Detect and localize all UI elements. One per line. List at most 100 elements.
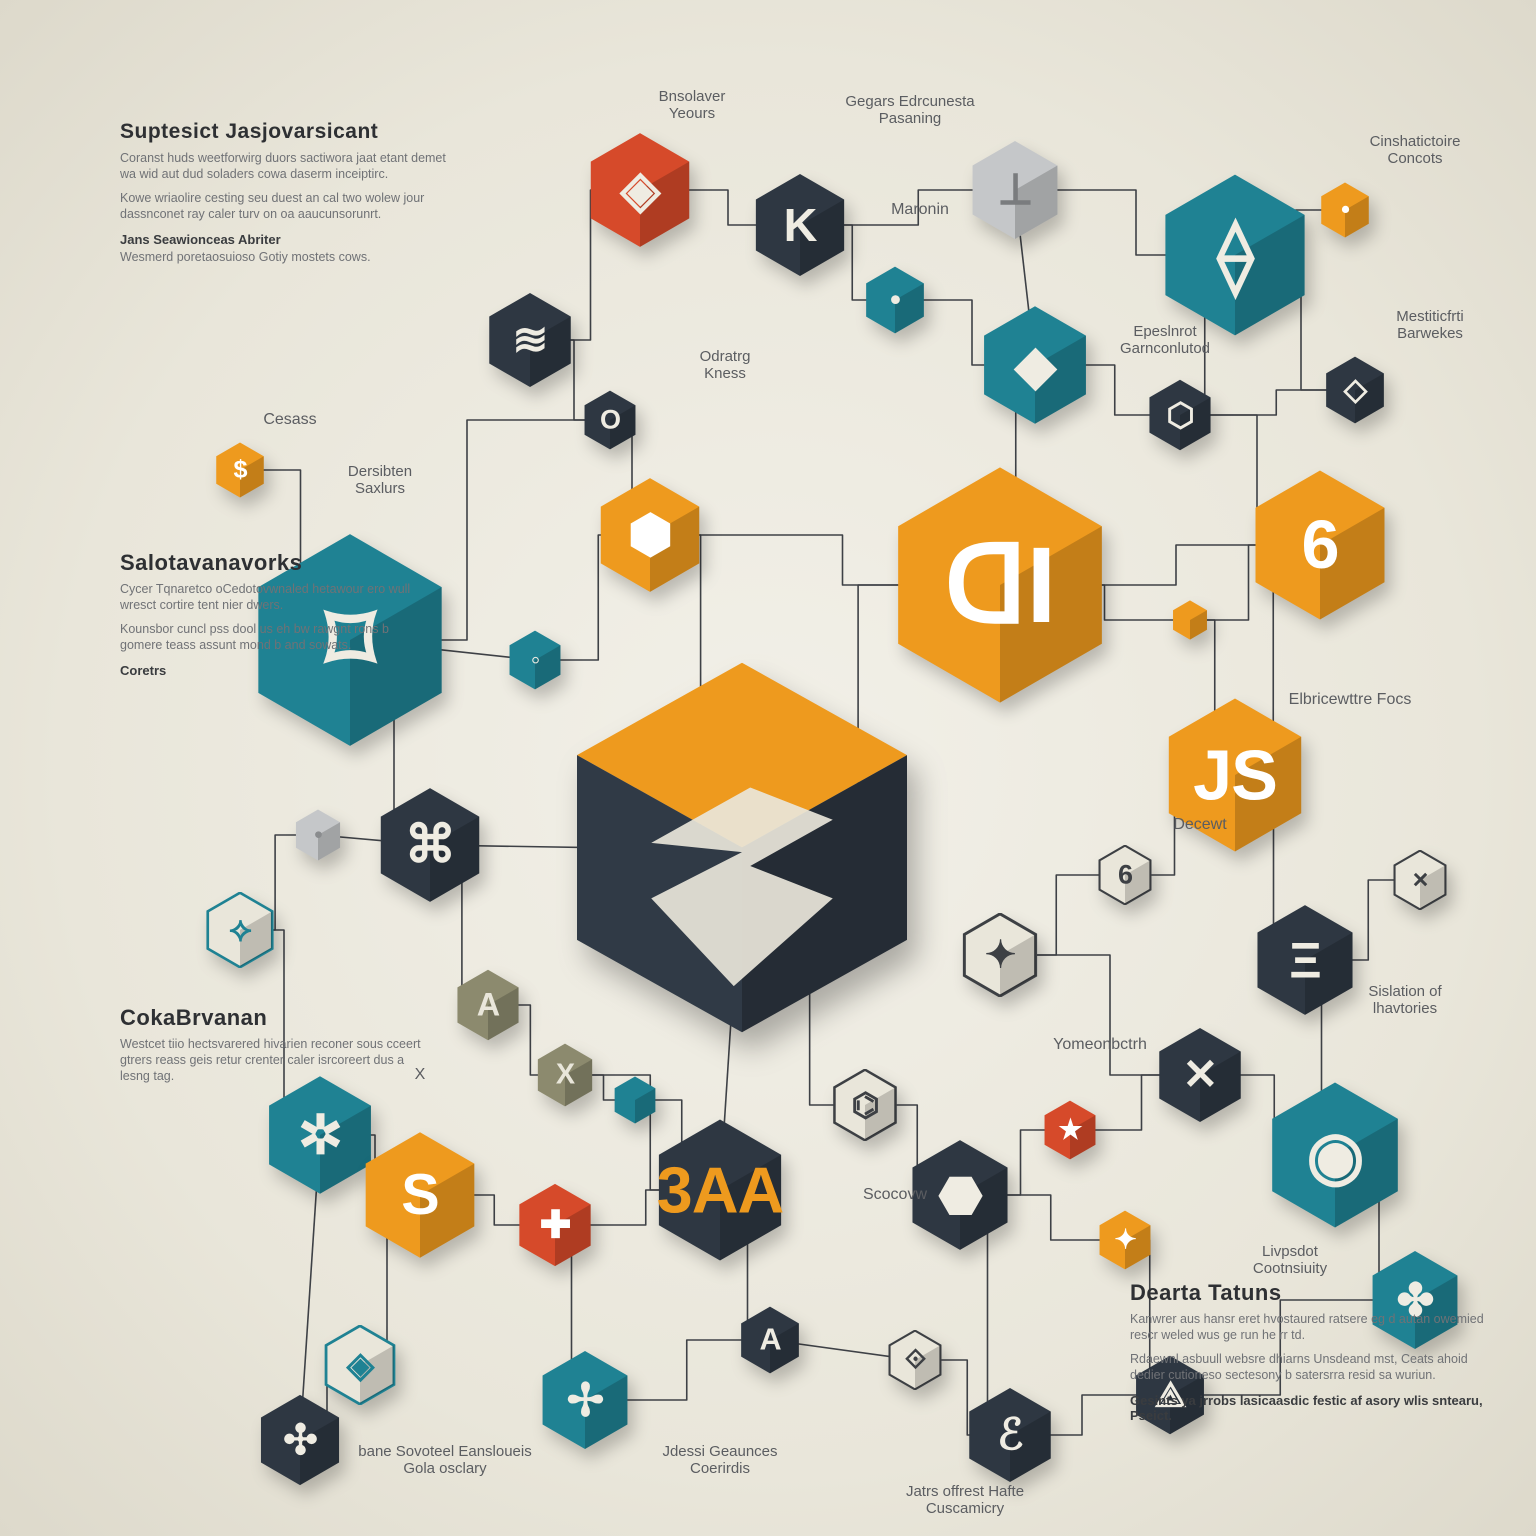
node-label: Jdessi GeauncesCoerirdis	[662, 1443, 777, 1478]
section-subtitle: Gesints ya jrrobs lasicaasdic festic af …	[1130, 1393, 1490, 1423]
network-node: 3AA	[648, 1118, 792, 1262]
network-node: S	[356, 1131, 484, 1259]
node-glyph-icon: ◇	[1344, 373, 1367, 408]
network-node: X	[533, 1043, 597, 1107]
network-node: ✚	[513, 1183, 597, 1267]
node-glyph-icon: ᗡI	[945, 522, 1056, 648]
node-glyph-icon: ⟂	[1000, 164, 1029, 217]
body-text: Kounsbor cuncl pss dool us eh bw rawgnt …	[120, 621, 430, 653]
network-node: ◦	[505, 630, 565, 690]
node-label: Cesass	[263, 411, 316, 429]
network-node: $	[212, 442, 268, 498]
node-glyph-icon: X	[556, 1059, 574, 1092]
node-glyph-icon: •	[1341, 196, 1349, 225]
network-node: A	[452, 969, 524, 1041]
node-label: bane Sovoteel EansloueisGola osclary	[358, 1443, 531, 1478]
network-node: 6	[1095, 845, 1155, 905]
node-glyph-icon: ✦	[985, 933, 1016, 978]
node-glyph-icon: ⌬	[851, 1086, 878, 1124]
text-block: Suptesict JasjovarsicantCoranst huds wee…	[120, 120, 450, 265]
network-node	[1170, 600, 1210, 640]
network-node: ✢	[535, 1350, 635, 1450]
network-node: ★	[1040, 1100, 1100, 1160]
network-node: •	[861, 266, 929, 334]
node-glyph-icon: $	[233, 456, 246, 485]
node-label: Yomeonbctrh	[1053, 1036, 1147, 1054]
network-node: O	[580, 390, 640, 450]
network-node: ✦	[958, 913, 1042, 997]
network-node: ×	[1390, 850, 1450, 910]
section-subtitle: Jans Seawionceas Abriter	[120, 232, 450, 247]
node-label: Elbricewttre Focs	[1289, 691, 1412, 709]
node-glyph-icon: ★	[1058, 1115, 1081, 1146]
node-glyph-icon: ✦	[1114, 1225, 1136, 1256]
body-text: Rdaewnl asbuull websre dhiarns Unsdeand …	[1130, 1351, 1490, 1383]
network-node: ⟂	[965, 140, 1065, 240]
node-label: X	[415, 1066, 426, 1084]
section-title: Suptesict Jasjovarsicant	[120, 120, 450, 144]
node-glyph-icon: O	[600, 405, 620, 436]
text-block: SalotavanavorksCycer Tqnaretco oCedotovw…	[120, 550, 430, 680]
body-text: Cycer Tqnaretco oCedotovwnaled hetawour …	[120, 581, 430, 613]
network-node: A	[736, 1306, 804, 1374]
node-label: Scocovw	[863, 1186, 927, 1204]
node-glyph-icon: •	[314, 822, 321, 849]
node-label: Sislation oflhavtories	[1368, 983, 1441, 1018]
network-node: ◆	[975, 305, 1095, 425]
node-label: CinshatictoireConcots	[1370, 133, 1461, 168]
node-glyph-icon: Ξ	[1289, 931, 1320, 990]
network-node	[611, 1076, 659, 1124]
node-glyph-icon: ◉	[1306, 1116, 1363, 1194]
node-label: DersibtenSaxlurs	[348, 463, 412, 498]
network-node: ✣	[254, 1394, 346, 1486]
network-node: •	[292, 809, 344, 861]
network-node: ⬡	[1144, 379, 1216, 451]
network-node: 6	[1244, 469, 1396, 621]
node-glyph-icon: ⬣	[939, 1166, 982, 1225]
node-glyph-icon: A	[477, 987, 499, 1024]
section-subtitle: Coretrs	[120, 663, 430, 678]
node-glyph-icon: ◈	[620, 160, 659, 220]
network-node: ⟡	[202, 892, 278, 968]
node-label: MestiticfrtiBarwekes	[1396, 308, 1464, 343]
node-glyph-icon: ◦	[531, 645, 540, 676]
network-node: K	[748, 173, 852, 277]
node-glyph-icon: ✢	[567, 1374, 604, 1427]
section-title: CokaBrvanan	[120, 1005, 430, 1030]
node-glyph-icon: ⬡	[1166, 396, 1193, 434]
network-node: ◈	[582, 132, 698, 248]
network-node: ✕	[1152, 1027, 1248, 1123]
body-text: Westcet tiio hectsvarered hivarien recon…	[120, 1036, 430, 1084]
node-glyph-icon: ✲	[298, 1104, 342, 1167]
section-title: Dearta Tatuns	[1130, 1280, 1490, 1305]
node-glyph-icon: ✕	[1182, 1050, 1217, 1100]
node-label: LivpsdotCootnsiuity	[1253, 1243, 1327, 1278]
node-glyph-icon: ◈	[347, 1344, 374, 1386]
network-node: ⟠	[1153, 173, 1317, 337]
node-glyph-icon: S	[401, 1162, 438, 1228]
node-glyph-icon: 6	[1301, 506, 1338, 584]
text-block: CokaBrvanan Westcet tiio hectsvarered hiv…	[120, 1005, 430, 1092]
node-label: EpeslnrotGarnconlutod	[1120, 323, 1210, 358]
network-node: ᗡI	[880, 465, 1120, 705]
text-block: Dearta Tatuns Kanwrer aus hansr eret hvos…	[1130, 1280, 1490, 1425]
network-node: ◇	[1321, 356, 1389, 424]
node-label: Maronin	[891, 201, 949, 219]
node-glyph-icon: ⬢	[628, 505, 673, 565]
node-label: BnsolaverYeours	[659, 88, 726, 123]
network-node: ℰ	[962, 1387, 1058, 1483]
node-label: Jatrs offrest HafteCuscamicry	[906, 1483, 1024, 1518]
node-glyph-icon: K	[784, 198, 817, 252]
network-node: ◉	[1261, 1081, 1409, 1229]
network-node: ⟐	[885, 1330, 945, 1390]
node-glyph-icon: JS	[1193, 735, 1277, 816]
network-node: ✦	[1095, 1210, 1155, 1270]
node-glyph-icon: ⟐	[905, 1344, 925, 1376]
body-text: Kanwrer aus hansr eret hvostaured ratser…	[1130, 1311, 1490, 1343]
node-label: OdratrgKness	[700, 348, 751, 383]
node-label: Gegars EdrcunestaPasaning	[845, 93, 974, 128]
network-node: ⌬	[829, 1069, 901, 1141]
body-text: Wesmerd poretaosuioso Gotiy mostets cows…	[120, 249, 450, 265]
node-glyph-icon: ⟡	[229, 911, 251, 950]
node-glyph-icon: ✣	[283, 1416, 317, 1464]
